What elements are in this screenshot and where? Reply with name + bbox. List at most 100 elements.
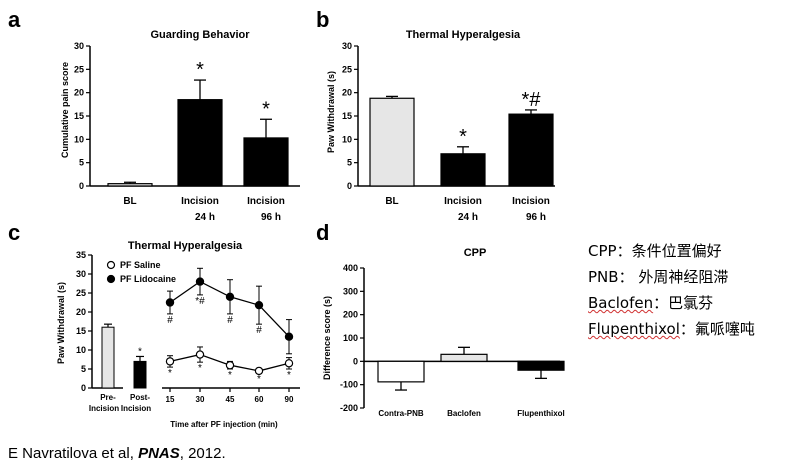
chart-c-y-tick-label: 30 [76, 269, 86, 279]
chart-b-bar [508, 113, 554, 187]
chart-a-y-tick-label: 5 [79, 158, 84, 168]
chart-d-title: CPP [464, 247, 487, 259]
chart-c-data-point [284, 359, 294, 368]
chart-c-significance-mark: * [287, 370, 291, 381]
chart-b-category-label: BL [385, 196, 398, 207]
chart-b-y-tick-label: 30 [342, 41, 352, 51]
chart-a-bar [243, 137, 289, 187]
chart-c-y-tick-label: 15 [76, 326, 86, 336]
chart-b-bar [440, 153, 486, 187]
chart-c-y-tick-label: 0 [81, 383, 86, 393]
chart-c-x-tick-label: 15 [166, 395, 175, 404]
chart-b-category-label: Incision [512, 196, 550, 207]
glossary-row-cpp: CPP：条件位置偏好 [588, 238, 755, 264]
chart-d-y-tick-label: -100 [340, 380, 358, 390]
chart-b-y-tick-label: 5 [347, 158, 352, 168]
glossary-meaning: 条件位置偏好 [631, 242, 722, 260]
glossary-term: PNB [588, 268, 619, 286]
legend-marker-pf-saline [106, 260, 116, 270]
glossary-meaning: 巴氯芬 [668, 294, 714, 312]
chart-a-y-tick-label: 10 [74, 134, 84, 144]
chart-d: CPP Difference score (s) -200 -100 0 100 200… [322, 247, 565, 418]
chart-d-y-tick-label: 100 [343, 333, 358, 343]
chart-a-category-label: Incision [247, 196, 285, 207]
chart-c-x-tick-label: 90 [285, 395, 294, 404]
chart-c-significance-mark: # [227, 315, 233, 326]
chart-a-bar [107, 183, 153, 187]
chart-b-category-label: Incision [444, 196, 482, 207]
glossary-sep: ： [653, 294, 669, 312]
panel-letter-b: b [316, 7, 329, 32]
chart-d-y-tick-label: 400 [343, 263, 358, 273]
chart-b-y-tick-label: 25 [342, 64, 352, 74]
chart-b-significance-mark: * [459, 126, 467, 148]
chart-c: Thermal Hyperalgesia Paw Withdrawal (s) … [56, 240, 300, 429]
chart-b-title: Thermal Hyperalgesia [406, 29, 521, 41]
chart-d-category-label: Flupenthixol [517, 409, 565, 418]
chart-a-category-label: BL [123, 196, 136, 207]
chart-b-y-tick-label: 0 [347, 181, 352, 191]
chart-c-significance-mark: *# [195, 296, 205, 307]
chart-d-category-label: Baclofen [447, 409, 481, 418]
chart-c-y-tick-label: 10 [76, 345, 86, 355]
chart-c-y-tick-label: 25 [76, 288, 86, 298]
chart-a-y-tick-label: 0 [79, 181, 84, 191]
glossary: CPP：条件位置偏好 PNB： 外周神经阻滞 Baclofen：巴氯芬 Flup… [588, 238, 755, 342]
chart-a-y-tick-label: 30 [74, 41, 84, 51]
citation-year: , 2012. [179, 445, 226, 462]
chart-d-bar [377, 360, 425, 383]
chart-c-category-label: Pre- [100, 393, 116, 402]
chart-d-bar [440, 353, 488, 362]
chart-c-data-point [225, 292, 235, 301]
chart-b-y-tick-label: 10 [342, 134, 352, 144]
citation: E Navratilova et al, PNAS, 2012. [8, 445, 226, 462]
chart-b-category-label: 24 h [458, 212, 478, 223]
chart-c-bar [133, 360, 147, 389]
chart-c-significance-mark: * [228, 370, 232, 381]
chart-d-category-label: Contra-PNB [378, 409, 424, 418]
chart-c-significance-mark: * [257, 374, 261, 385]
chart-b-category-label: 96 h [526, 212, 546, 223]
glossary-sep: ： [616, 242, 632, 260]
chart-d-y-tick-label: -200 [340, 403, 358, 413]
chart-d-y-tick-label: 0 [353, 356, 358, 366]
chart-d-y-tick-label: 300 [343, 286, 358, 296]
glossary-term: CPP [588, 242, 617, 260]
chart-c-bar [101, 326, 115, 389]
chart-b-significance-mark: *# [522, 89, 542, 111]
chart-a: Guarding Behavior Cumulative pain score … [60, 29, 300, 223]
chart-b-y-tick-label: 15 [342, 111, 352, 121]
chart-a-category-label: Incision [181, 196, 219, 207]
chart-d-bar [517, 360, 565, 371]
chart-c-significance-mark: * [198, 363, 202, 374]
chart-a-significance-mark: * [196, 59, 204, 81]
chart-c-x-tick-label: 60 [255, 395, 264, 404]
chart-d-y-tick-label: 200 [343, 310, 358, 320]
chart-c-y-tick-label: 35 [76, 250, 86, 260]
chart-c-xlabel: Time after PF injection (min) [170, 420, 278, 429]
chart-b-ylabel: Paw Withdrawal (s) [326, 71, 336, 153]
legend-marker-pf-lidocaine [106, 274, 116, 284]
chart-c-x-tick-label: 30 [196, 395, 205, 404]
glossary-term: Flupenthixol [588, 320, 680, 338]
panel-letter-d: d [316, 220, 329, 245]
chart-c-data-point [225, 361, 235, 370]
chart-c-data-point [284, 332, 294, 341]
chart-a-category-label: 24 h [195, 212, 215, 223]
chart-c-y-tick-label: 5 [81, 364, 86, 374]
chart-c-x-tick-label: 45 [226, 395, 235, 404]
panel-letter-c: c [8, 220, 20, 245]
chart-a-bar [177, 99, 223, 187]
chart-c-data-point [195, 277, 205, 286]
chart-c-data-point [254, 300, 264, 310]
glossary-meaning: 氟哌噻吨 [694, 320, 755, 338]
chart-b: Thermal Hyperalgesia Paw Withdrawal (s) … [326, 29, 555, 223]
chart-a-category-label: 96 h [261, 212, 281, 223]
chart-c-y-tick-label: 20 [76, 307, 86, 317]
chart-b-bar [369, 97, 415, 187]
chart-c-ylabel: Paw Withdrawal (s) [56, 282, 66, 364]
chart-c-legend: PF Saline PF Lidocaine [106, 260, 176, 284]
chart-c-category-label: Incision [89, 404, 119, 413]
citation-authors: E Navratilova et al, [8, 445, 139, 462]
